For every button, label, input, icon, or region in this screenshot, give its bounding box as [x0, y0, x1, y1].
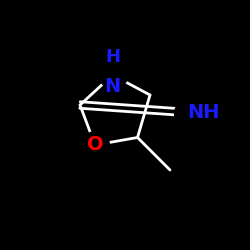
- Text: NH: NH: [188, 103, 220, 122]
- Text: N: N: [104, 78, 120, 96]
- Text: H: H: [105, 48, 120, 66]
- Text: O: O: [87, 136, 103, 154]
